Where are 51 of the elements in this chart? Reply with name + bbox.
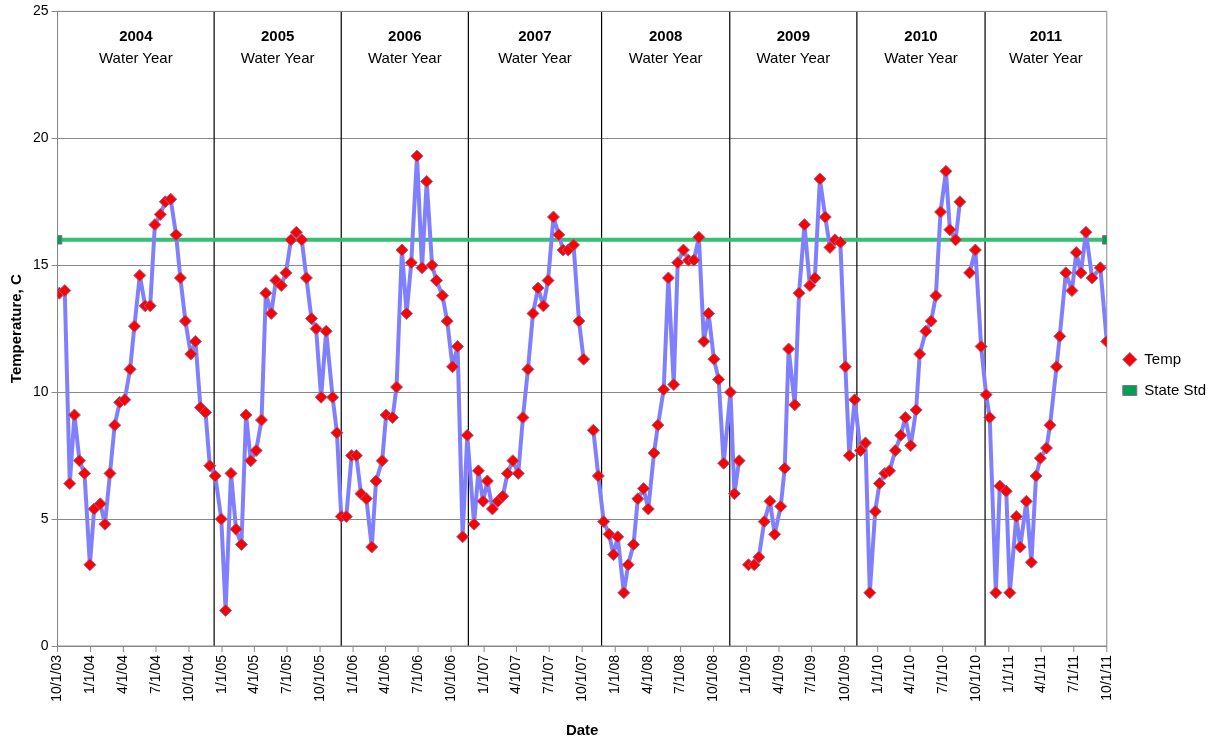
annotation: 2009 Water Year [756, 26, 831, 66]
annotation: 2007 Water Year [498, 26, 572, 66]
x-tick-label: 10/1/11 [1097, 654, 1114, 701]
y-tick-label: 20 [32, 129, 49, 146]
x-tick-label: 10/1/08 [704, 654, 721, 702]
x-tick-label: 10/1/04 [179, 654, 196, 702]
x-tick-label: 4/1/07 [507, 654, 524, 694]
y-tick-label: 0 [40, 636, 49, 653]
x-tick-label: 4/1/08 [638, 654, 655, 694]
annotation: 2005 Water Year [240, 26, 315, 66]
x-tick-label: 4/1/04 [114, 654, 131, 694]
x-tick-label: 7/1/10 [933, 654, 950, 694]
y-tick-label: 5 [40, 509, 49, 526]
y-axis-title: Temperature, C [7, 274, 25, 384]
annotation: 2004 Water Year [99, 26, 173, 66]
x-tick-label: 10/1/05 [310, 654, 327, 702]
annotation: 2011 Water Year [1009, 26, 1083, 66]
x-tick-label: 10/1/10 [966, 654, 983, 702]
x-tick-label: 4/1/10 [900, 654, 917, 694]
annotation: 2010 Water Year [884, 26, 958, 66]
x-tick-label: 7/1/04 [146, 654, 163, 694]
x-tick-label: 10/1/07 [573, 654, 590, 702]
x-tick-label: 4/1/11 [1031, 654, 1048, 693]
x-tick-label: 1/1/08 [606, 654, 623, 694]
x-tick-label: 7/1/05 [277, 654, 294, 694]
y-tick-label: 15 [32, 256, 49, 273]
x-tick-label: 1/1/05 [212, 654, 229, 694]
x-tick-label: 10/1/09 [835, 654, 852, 702]
x-axis-title: Date [565, 721, 599, 739]
x-tick-label: 1/1/04 [81, 654, 98, 694]
x-tick-label: 4/1/06 [376, 654, 393, 694]
legend-label: Temp [1144, 349, 1181, 367]
x-tick-label: 7/1/11 [1064, 654, 1081, 693]
x-tick-label: 1/1/09 [737, 654, 754, 694]
x-tick-label: 7/1/09 [802, 654, 819, 694]
x-tick-label: 7/1/07 [540, 654, 557, 694]
x-tick-label: 10/1/06 [441, 654, 458, 702]
annotation: 2008 Water Year [628, 26, 703, 66]
x-tick-label: 1/1/11 [999, 654, 1016, 693]
x-tick-label: 1/1/06 [343, 654, 360, 694]
x-tick-label: 4/1/09 [769, 654, 786, 694]
x-tick-label: 4/1/05 [245, 654, 262, 694]
x-tick-label: 10/1/03 [48, 654, 65, 702]
x-tick-label: 1/1/07 [475, 654, 492, 694]
legend-label: State Std [1144, 380, 1207, 398]
annotation: 2006 Water Year [367, 26, 442, 66]
x-tick-label: 1/1/10 [868, 654, 885, 694]
y-tick-label: 25 [32, 2, 49, 19]
y-tick-label: 10 [32, 383, 49, 400]
x-tick-label: 7/1/06 [408, 654, 425, 694]
x-tick-label: 7/1/08 [671, 654, 688, 694]
